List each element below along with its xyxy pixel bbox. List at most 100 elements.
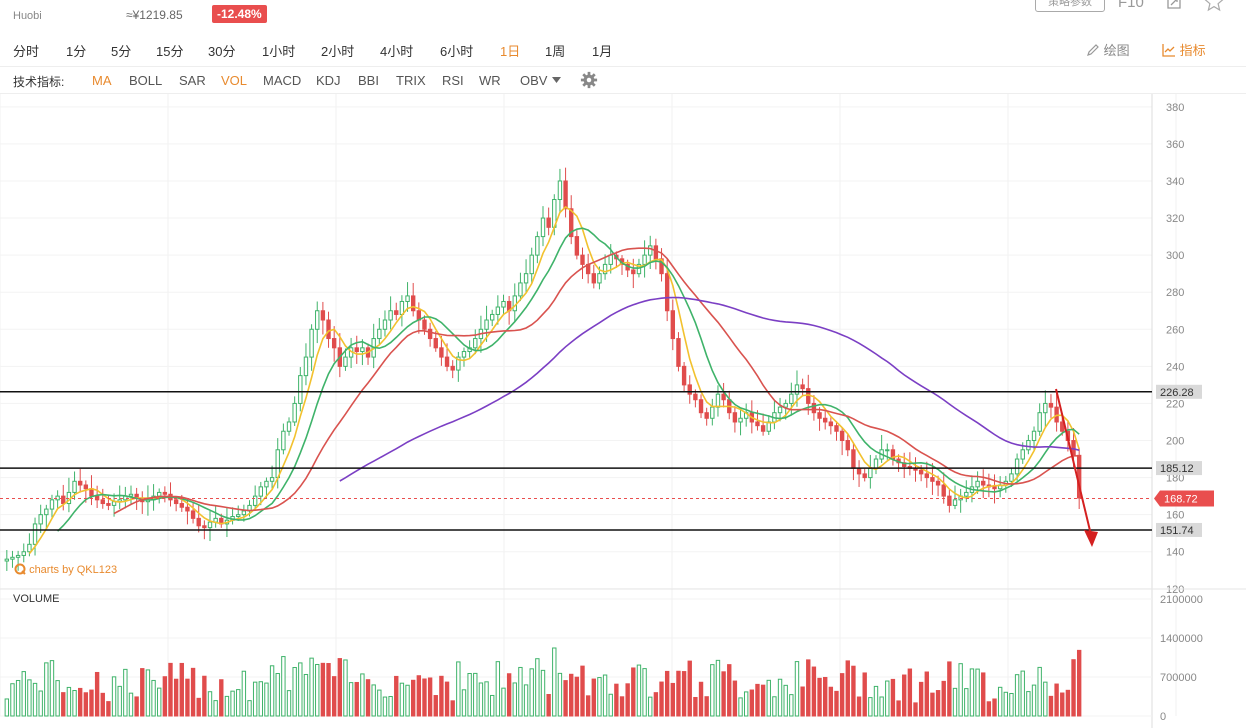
candle-body	[32, 523, 38, 545]
candle-body	[326, 319, 331, 340]
chevron-down-icon[interactable]	[552, 77, 561, 83]
indicator-bbi[interactable]: BBI	[358, 73, 379, 88]
indicator-tool[interactable]: 指标	[1162, 40, 1206, 59]
volume-bar	[343, 659, 348, 717]
volume-bar	[715, 659, 721, 717]
candle-body	[422, 319, 427, 330]
star-icon[interactable]	[1204, 0, 1224, 12]
volume-bar	[986, 701, 992, 717]
volume-bar	[326, 663, 331, 717]
candle-body	[38, 514, 43, 525]
volume-bar	[134, 696, 139, 717]
tab-timeframe[interactable]: 15分	[156, 44, 184, 59]
indicator-obv[interactable]: OBV	[520, 73, 548, 88]
candle-body	[4, 558, 10, 562]
top-bar: Huobi ≈¥1219.85 -12.48% 策略参数 F10	[0, 0, 1246, 30]
indicator-trix[interactable]: TRIX	[396, 73, 426, 88]
indicator-kdj[interactable]: KDJ	[316, 73, 341, 88]
indicator-label: 指标	[1179, 43, 1206, 58]
volume-bar	[21, 671, 26, 717]
volume-bar	[981, 672, 986, 717]
change-badge: -12.48%	[212, 5, 267, 23]
candle-body	[281, 430, 286, 451]
candle-body	[410, 295, 416, 312]
tab-timeframe[interactable]: 6小时	[440, 44, 474, 59]
watermark-text: charts by QKL123	[29, 564, 118, 576]
volume-bar	[975, 668, 980, 717]
annotation-arrow-shaft	[1055, 388, 1093, 540]
candle-body	[732, 412, 738, 423]
volume-bar	[140, 668, 145, 717]
volume-bar	[670, 682, 676, 717]
tab-timeframe[interactable]: 5分	[111, 44, 132, 59]
volume-tick-label: 1400000	[1160, 633, 1203, 645]
tab-timeframe[interactable]: 4小时	[380, 44, 414, 59]
chart-watermark: charts by QKL123	[14, 563, 117, 576]
candle-body	[845, 440, 850, 451]
volume-bar	[117, 685, 122, 717]
candle-body	[868, 467, 873, 479]
candle-body	[676, 338, 681, 367]
gear-icon[interactable]	[580, 71, 598, 89]
volume-bar	[506, 673, 512, 717]
volume-bar	[461, 689, 467, 717]
candle-body	[574, 236, 580, 256]
volume-bar	[473, 672, 478, 717]
indicator-ma[interactable]: MA	[92, 73, 112, 88]
volume-bar	[72, 690, 77, 717]
tab-timeframe[interactable]: 1分	[66, 44, 87, 59]
tab-timeframe[interactable]: 分时	[13, 44, 40, 59]
candle-body	[427, 328, 433, 340]
volume-bar	[766, 679, 771, 717]
candle-body	[331, 338, 337, 349]
f10-button[interactable]: F10	[1118, 0, 1144, 11]
tab-timeframe-active[interactable]: 1日	[500, 44, 521, 59]
candle-body	[873, 458, 879, 469]
price-chart[interactable]: 380 360 340 320 300 280 260 240 220 200 180 160 140 1…	[0, 94, 1246, 728]
indicator-boll[interactable]: BOLL	[129, 73, 163, 88]
volume-bar	[202, 675, 207, 717]
volume-bar	[839, 673, 845, 717]
volume-bar	[106, 701, 111, 717]
volume-bar	[749, 689, 755, 717]
volume-bar	[394, 675, 399, 717]
volume-bar	[783, 684, 788, 717]
candle-body	[1031, 430, 1037, 442]
candle-body	[851, 449, 856, 469]
tab-timeframe[interactable]: 1小时	[262, 44, 296, 59]
volume-bar	[710, 664, 715, 717]
indicator-vol[interactable]: VOL	[221, 73, 248, 88]
volume-bar	[399, 682, 405, 717]
candle-body	[292, 402, 297, 423]
indicator-sar[interactable]: SAR	[179, 73, 206, 88]
candle-body	[495, 306, 501, 315]
tab-timeframe[interactable]: 2小时	[321, 44, 355, 59]
volume-bar	[484, 681, 489, 717]
volume-bar	[523, 684, 529, 717]
candle-body	[557, 180, 563, 201]
candle-body	[303, 356, 309, 377]
indicator-wr[interactable]: WR	[479, 73, 501, 88]
candle-body	[173, 499, 179, 505]
tab-timeframe[interactable]: 1月	[592, 44, 613, 59]
volume-bar	[94, 671, 100, 717]
qkl-logo-icon	[14, 563, 26, 575]
volume-bar	[569, 673, 574, 717]
candle-body	[602, 263, 608, 275]
volume-bar	[433, 695, 438, 717]
candle-body	[664, 273, 670, 312]
volume-bar	[416, 675, 422, 717]
draw-tool[interactable]: 绘图	[1086, 40, 1130, 59]
indicator-macd[interactable]: MACD	[263, 73, 302, 88]
volume-tick-label: 0	[1160, 711, 1166, 723]
tab-timeframe[interactable]: 1周	[545, 44, 566, 59]
expand-icon[interactable]	[1166, 0, 1182, 10]
volume-bar	[546, 693, 551, 717]
candle-body	[106, 503, 111, 506]
candle-body	[952, 499, 958, 506]
volume-bar	[856, 696, 862, 717]
candle-body	[738, 417, 743, 423]
indicator-rsi[interactable]: RSI	[442, 73, 464, 88]
param-button[interactable]: 策略参数	[1035, 0, 1105, 12]
tab-timeframe[interactable]: 30分	[208, 44, 236, 59]
